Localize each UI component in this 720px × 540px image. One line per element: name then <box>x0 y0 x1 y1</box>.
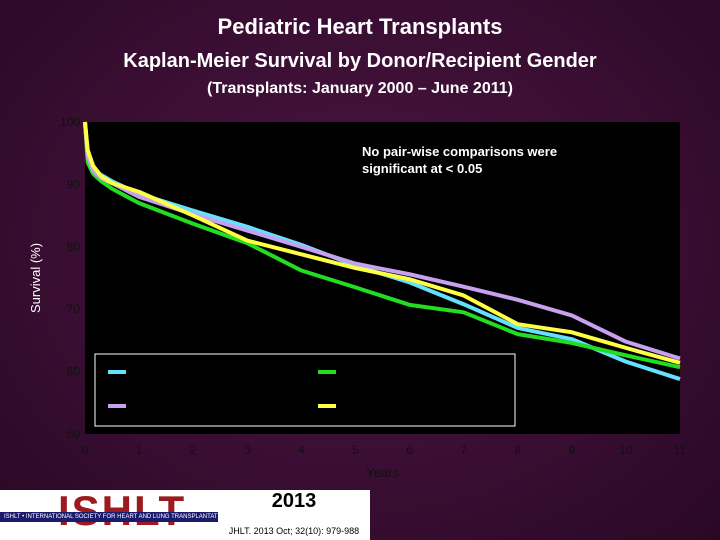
y-axis-title: Survival (%) <box>28 243 43 313</box>
x-tick-label: 11 <box>674 443 687 457</box>
x-tick-label: 9 <box>568 443 575 457</box>
y-tick-label: 80 <box>67 240 81 254</box>
x-tick-label: 4 <box>298 443 305 457</box>
legend-box <box>94 353 516 427</box>
y-tick-label: 50 <box>67 427 81 441</box>
logo-tagline: ISHLT • INTERNATIONAL SOCIETY FOR HEART … <box>0 512 218 522</box>
y-tick-label: 100 <box>60 115 80 129</box>
x-tick-label: 5 <box>352 443 359 457</box>
series-line-series-green <box>83 121 681 370</box>
x-tick-label: 6 <box>406 443 413 457</box>
x-tick-label: 0 <box>82 443 89 457</box>
y-tick-label: 90 <box>67 177 81 191</box>
x-tick-label: 8 <box>514 443 521 457</box>
x-tick-label: 10 <box>619 443 633 457</box>
page-title: Pediatric Heart Transplants <box>217 14 503 39</box>
x-tick-label: 3 <box>244 443 251 457</box>
legend <box>108 370 336 408</box>
series-line-series-lavender <box>83 121 681 361</box>
page-subtitle: Kaplan-Meier Survival by Donor/Recipient… <box>123 50 597 72</box>
ishlt-logo: ISHLT <box>58 487 187 534</box>
series-line-series-yellow <box>83 121 681 365</box>
series-lines <box>83 121 681 381</box>
period-label: (Transplants: January 2000 – June 2011) <box>207 80 513 97</box>
y-tick-label: 60 <box>67 365 81 379</box>
year-box <box>218 490 370 540</box>
x-axis-title: Years <box>366 465 399 480</box>
x-tick-label: 7 <box>460 443 467 457</box>
x-tick-label: 1 <box>136 443 143 457</box>
axes: 50 60 70 80 90 100 0 1 2 3 4 5 6 7 8 9 10 11 Years Survival… <box>28 115 687 480</box>
citation-text: JHLT. 2013 Oct; 32(10): 979-988 <box>228 526 360 536</box>
year-text: 2013 <box>271 490 317 512</box>
y-tick-label: 70 <box>67 302 81 316</box>
x-tick-label: 2 <box>190 443 197 457</box>
annotation-text: No pair-wise comparisons were significant… <box>362 144 557 176</box>
